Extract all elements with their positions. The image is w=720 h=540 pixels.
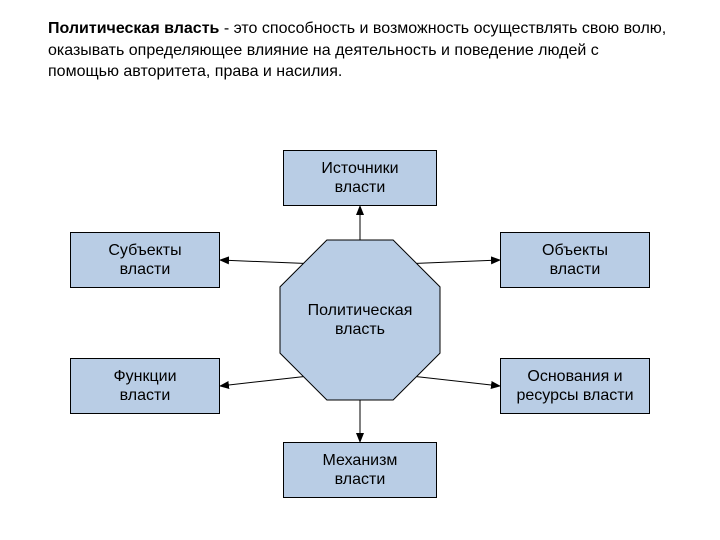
node-subjects: Субъектывласти <box>70 232 220 288</box>
definition-term: Политическая власть <box>48 20 219 37</box>
node-objects: Объектывласти <box>500 232 650 288</box>
node-mechanism: Механизмвласти <box>283 442 437 498</box>
center-octagon: Политическаявласть <box>280 240 440 400</box>
node-functions: Функциивласти <box>70 358 220 414</box>
node-resources: Основания иресурсы власти <box>500 358 650 414</box>
node-subjects-label: Субъектывласти <box>108 241 181 279</box>
node-objects-label: Объектывласти <box>542 241 608 279</box>
node-sources: Источникивласти <box>283 150 437 206</box>
node-resources-label: Основания иресурсы власти <box>516 367 633 405</box>
node-sources-label: Источникивласти <box>321 159 398 197</box>
node-functions-label: Функциивласти <box>113 367 176 405</box>
node-mechanism-label: Механизмвласти <box>323 451 398 489</box>
definition-text: Политическая власть - это способность и … <box>48 18 672 83</box>
center-label: Политическаявласть <box>308 301 413 339</box>
